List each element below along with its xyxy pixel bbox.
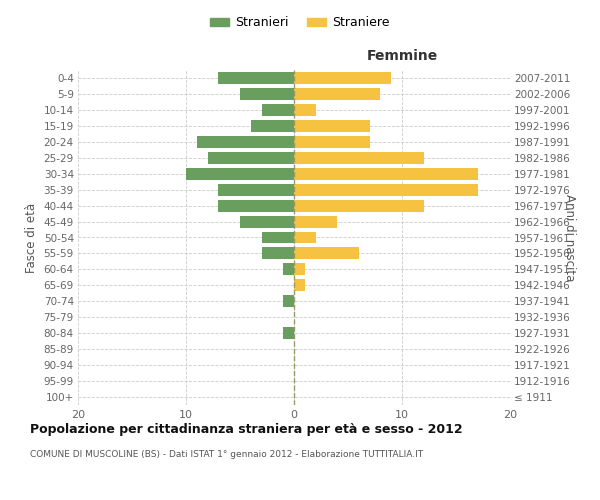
Bar bbox=[283, 296, 294, 308]
Text: Femmine: Femmine bbox=[367, 50, 437, 64]
Bar bbox=[262, 248, 294, 260]
Text: Popolazione per cittadinanza straniera per età e sesso - 2012: Popolazione per cittadinanza straniera p… bbox=[30, 422, 463, 436]
Bar bbox=[262, 104, 294, 116]
Bar bbox=[218, 184, 294, 196]
Bar bbox=[240, 216, 294, 228]
Bar bbox=[294, 248, 359, 260]
Bar bbox=[294, 280, 305, 291]
Bar bbox=[208, 152, 294, 164]
Bar bbox=[262, 232, 294, 243]
Bar bbox=[294, 232, 316, 243]
Bar bbox=[294, 72, 391, 84]
Bar bbox=[294, 88, 380, 100]
Legend: Stranieri, Straniere: Stranieri, Straniere bbox=[205, 11, 395, 34]
Bar bbox=[218, 72, 294, 84]
Bar bbox=[294, 136, 370, 148]
Bar bbox=[294, 168, 478, 179]
Bar bbox=[186, 168, 294, 179]
Bar bbox=[240, 88, 294, 100]
Y-axis label: Anni di nascita: Anni di nascita bbox=[563, 194, 577, 281]
Text: COMUNE DI MUSCOLINE (BS) - Dati ISTAT 1° gennaio 2012 - Elaborazione TUTTITALIA.: COMUNE DI MUSCOLINE (BS) - Dati ISTAT 1°… bbox=[30, 450, 423, 459]
Bar bbox=[294, 152, 424, 164]
Bar bbox=[294, 184, 478, 196]
Bar bbox=[294, 200, 424, 211]
Bar bbox=[197, 136, 294, 148]
Bar bbox=[218, 200, 294, 211]
Bar bbox=[283, 327, 294, 339]
Y-axis label: Fasce di età: Fasce di età bbox=[25, 202, 38, 272]
Bar bbox=[251, 120, 294, 132]
Bar bbox=[294, 104, 316, 116]
Bar bbox=[294, 216, 337, 228]
Bar bbox=[294, 120, 370, 132]
Bar bbox=[294, 264, 305, 276]
Bar bbox=[283, 264, 294, 276]
